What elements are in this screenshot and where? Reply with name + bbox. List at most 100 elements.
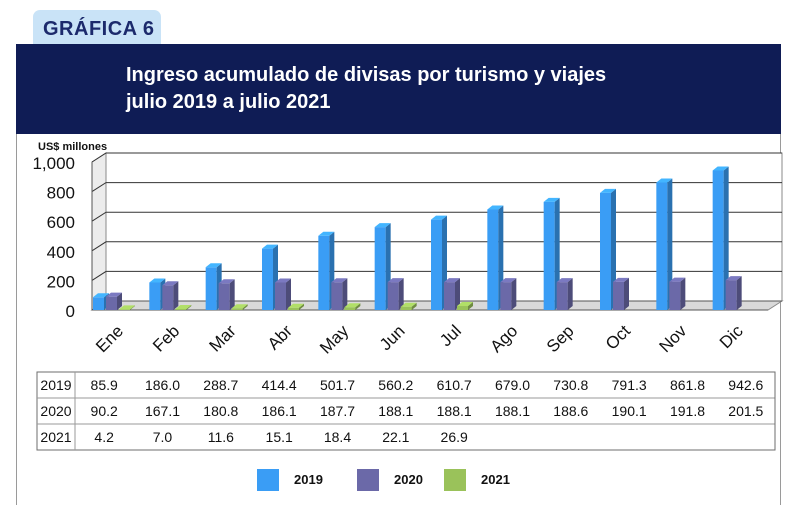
bar-2019-Oct-face: [600, 192, 611, 310]
table-cell: 190.1: [611, 403, 647, 419]
legend-label: 2019: [294, 472, 323, 487]
bar-2020-Abr-face: [286, 278, 291, 310]
bar-2021-Abr-face: [288, 303, 304, 308]
table-cell: 201.5: [728, 403, 764, 419]
x-tick-label: Dic: [716, 321, 747, 352]
bar-2020-Feb-face: [173, 281, 179, 310]
legend-swatch: [257, 469, 279, 491]
bar-2020-Ene-face: [106, 296, 117, 310]
bar-2020-Oct: [613, 277, 629, 310]
y-tick-label: 400: [47, 243, 75, 262]
bar-2021-Ene-face: [119, 305, 135, 310]
bar-2021-May: [344, 303, 361, 310]
table-cell: 861.8: [669, 377, 706, 393]
bar-2019-Ago-face: [487, 209, 499, 310]
bar-2021-Mar-face: [231, 304, 248, 309]
bar-2020-Abr-face: [275, 282, 286, 310]
bar-2021-Mar: [231, 304, 248, 310]
data-table: 2019 85.9 186.0 288.7 414.4 501.7 560.2 610.7 67…: [37, 372, 775, 449]
bar-2020-Mar-face: [229, 279, 235, 310]
bar-2019-Nov: [656, 178, 673, 310]
y-tick-label: 800: [47, 184, 75, 203]
bar-2019-Oct: [600, 188, 616, 310]
bar-2020-Nov: [669, 277, 686, 310]
bar-2019-Dic-face: [712, 170, 724, 310]
table-cell: 610.7: [436, 377, 472, 393]
chart-side-wall: [91, 152, 107, 311]
table-cell: 679.0: [494, 377, 531, 393]
bar-2019-Oct-face: [611, 188, 616, 310]
x-tick-label: Abr: [264, 321, 296, 353]
bar-2019-Feb-face: [149, 282, 161, 310]
x-tick-label: May: [316, 321, 352, 357]
bar-2020-Dic-face: [725, 280, 737, 310]
table-row: 2021 4.2 7.0 11.6 15.1 18.4 22.1 26.9: [37, 424, 775, 450]
table-cell: 730.8: [553, 377, 589, 393]
table-cell: 942.6: [728, 377, 764, 393]
table-row-header: 2019: [40, 377, 72, 393]
bar-2020-Dic-face: [725, 276, 742, 281]
table-cell: 7.0: [152, 429, 173, 445]
bar-2019-Ene-face: [93, 293, 109, 298]
bar-2020-Ene: [106, 292, 122, 310]
chart-title-line1: Ingreso acumulado de divisas por turismo…: [126, 64, 607, 86]
table-cell: 85.9: [90, 377, 118, 393]
bar-2020-Feb-face: [162, 281, 179, 286]
bar-2021-Jul-face: [468, 302, 473, 310]
bar-2021-Jun-face: [411, 302, 417, 310]
bar-2020-Jun-face: [387, 278, 404, 283]
x-tick-label: Sep: [543, 321, 578, 356]
bar-2020-Sep-face: [567, 278, 573, 310]
bar-2020-Jul: [444, 278, 460, 310]
bar-2020-Ago-face: [500, 282, 512, 310]
legend-swatch: [444, 469, 466, 491]
x-tick-label: Oct: [602, 321, 634, 353]
x-tick-label: Nov: [656, 321, 691, 356]
x-tick-label: Ago: [487, 321, 522, 356]
table-cell: 501.7: [319, 377, 356, 393]
table-cell: 186.1: [261, 403, 297, 419]
bar-2020-Nov-face: [669, 277, 686, 282]
bar-2019-Mar-face: [205, 267, 217, 310]
bar-2021-Abr: [288, 303, 304, 310]
table-cell: 22.1: [382, 429, 410, 445]
legend-label: 2021: [481, 472, 510, 487]
bar-2021-May-face: [344, 303, 361, 308]
bar-2021-Jul-face: [457, 306, 468, 310]
table-cell: 187.7: [319, 403, 356, 419]
bar-2019-Ago-face: [487, 205, 504, 210]
bar-2020-Oct-face: [613, 277, 629, 282]
bar-2021-Jun-face: [400, 302, 417, 307]
table-cell: 180.8: [203, 403, 239, 419]
bar-2019-Mar-face: [205, 263, 222, 268]
chart-number-badge: GRÁFICA 6: [33, 10, 161, 44]
bar-2019-Abr: [262, 244, 278, 310]
x-tick-label: Jun: [376, 321, 409, 354]
table-cell: 186.0: [144, 377, 181, 393]
bar-2020-Jul-face: [444, 278, 460, 283]
bar-2021-Ene-face: [119, 309, 130, 310]
bar-2020-Mar-face: [218, 279, 235, 284]
table-cell: 26.9: [440, 429, 468, 445]
bar-2020-Jul-face: [444, 282, 455, 310]
table-cell: 188.6: [553, 403, 589, 419]
x-tick-label: Mar: [206, 321, 240, 355]
bar-2020-Nov-face: [669, 281, 681, 310]
bar-2019-Jul-face: [431, 215, 447, 220]
x-tick-label: Jul: [436, 321, 465, 350]
bar-2020-Jun-face: [398, 278, 404, 310]
bar-2020-Jun-face: [387, 282, 399, 310]
bar-2019-Jul-face: [431, 219, 442, 310]
table-cell: 90.2: [90, 403, 118, 419]
table-cell: 4.2: [94, 429, 114, 445]
table-cell: 167.1: [144, 403, 181, 419]
table-row: 2020 90.2 167.1 180.8 186.1 187.7 188.1 188.1 18…: [37, 398, 775, 424]
bar-2019-Nov-face: [656, 182, 668, 310]
bar-2021-May-face: [344, 307, 356, 310]
bar-2020-Ago-face: [511, 278, 517, 310]
table-cell: 18.4: [323, 429, 352, 445]
bar-2021-Jun: [400, 302, 417, 310]
bar-2021-Feb: [175, 304, 192, 310]
bar-2019-Dic: [712, 166, 729, 310]
y-tick-label: 0: [66, 302, 75, 321]
